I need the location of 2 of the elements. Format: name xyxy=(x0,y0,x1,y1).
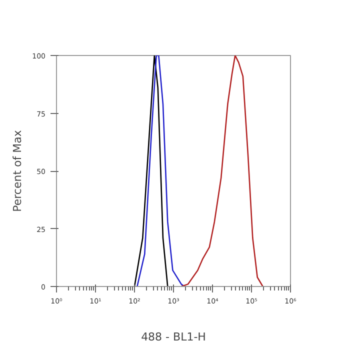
x-axis-title: 488 - BL1-H xyxy=(141,330,206,344)
y-axis-title: Percent of Max xyxy=(11,130,24,212)
